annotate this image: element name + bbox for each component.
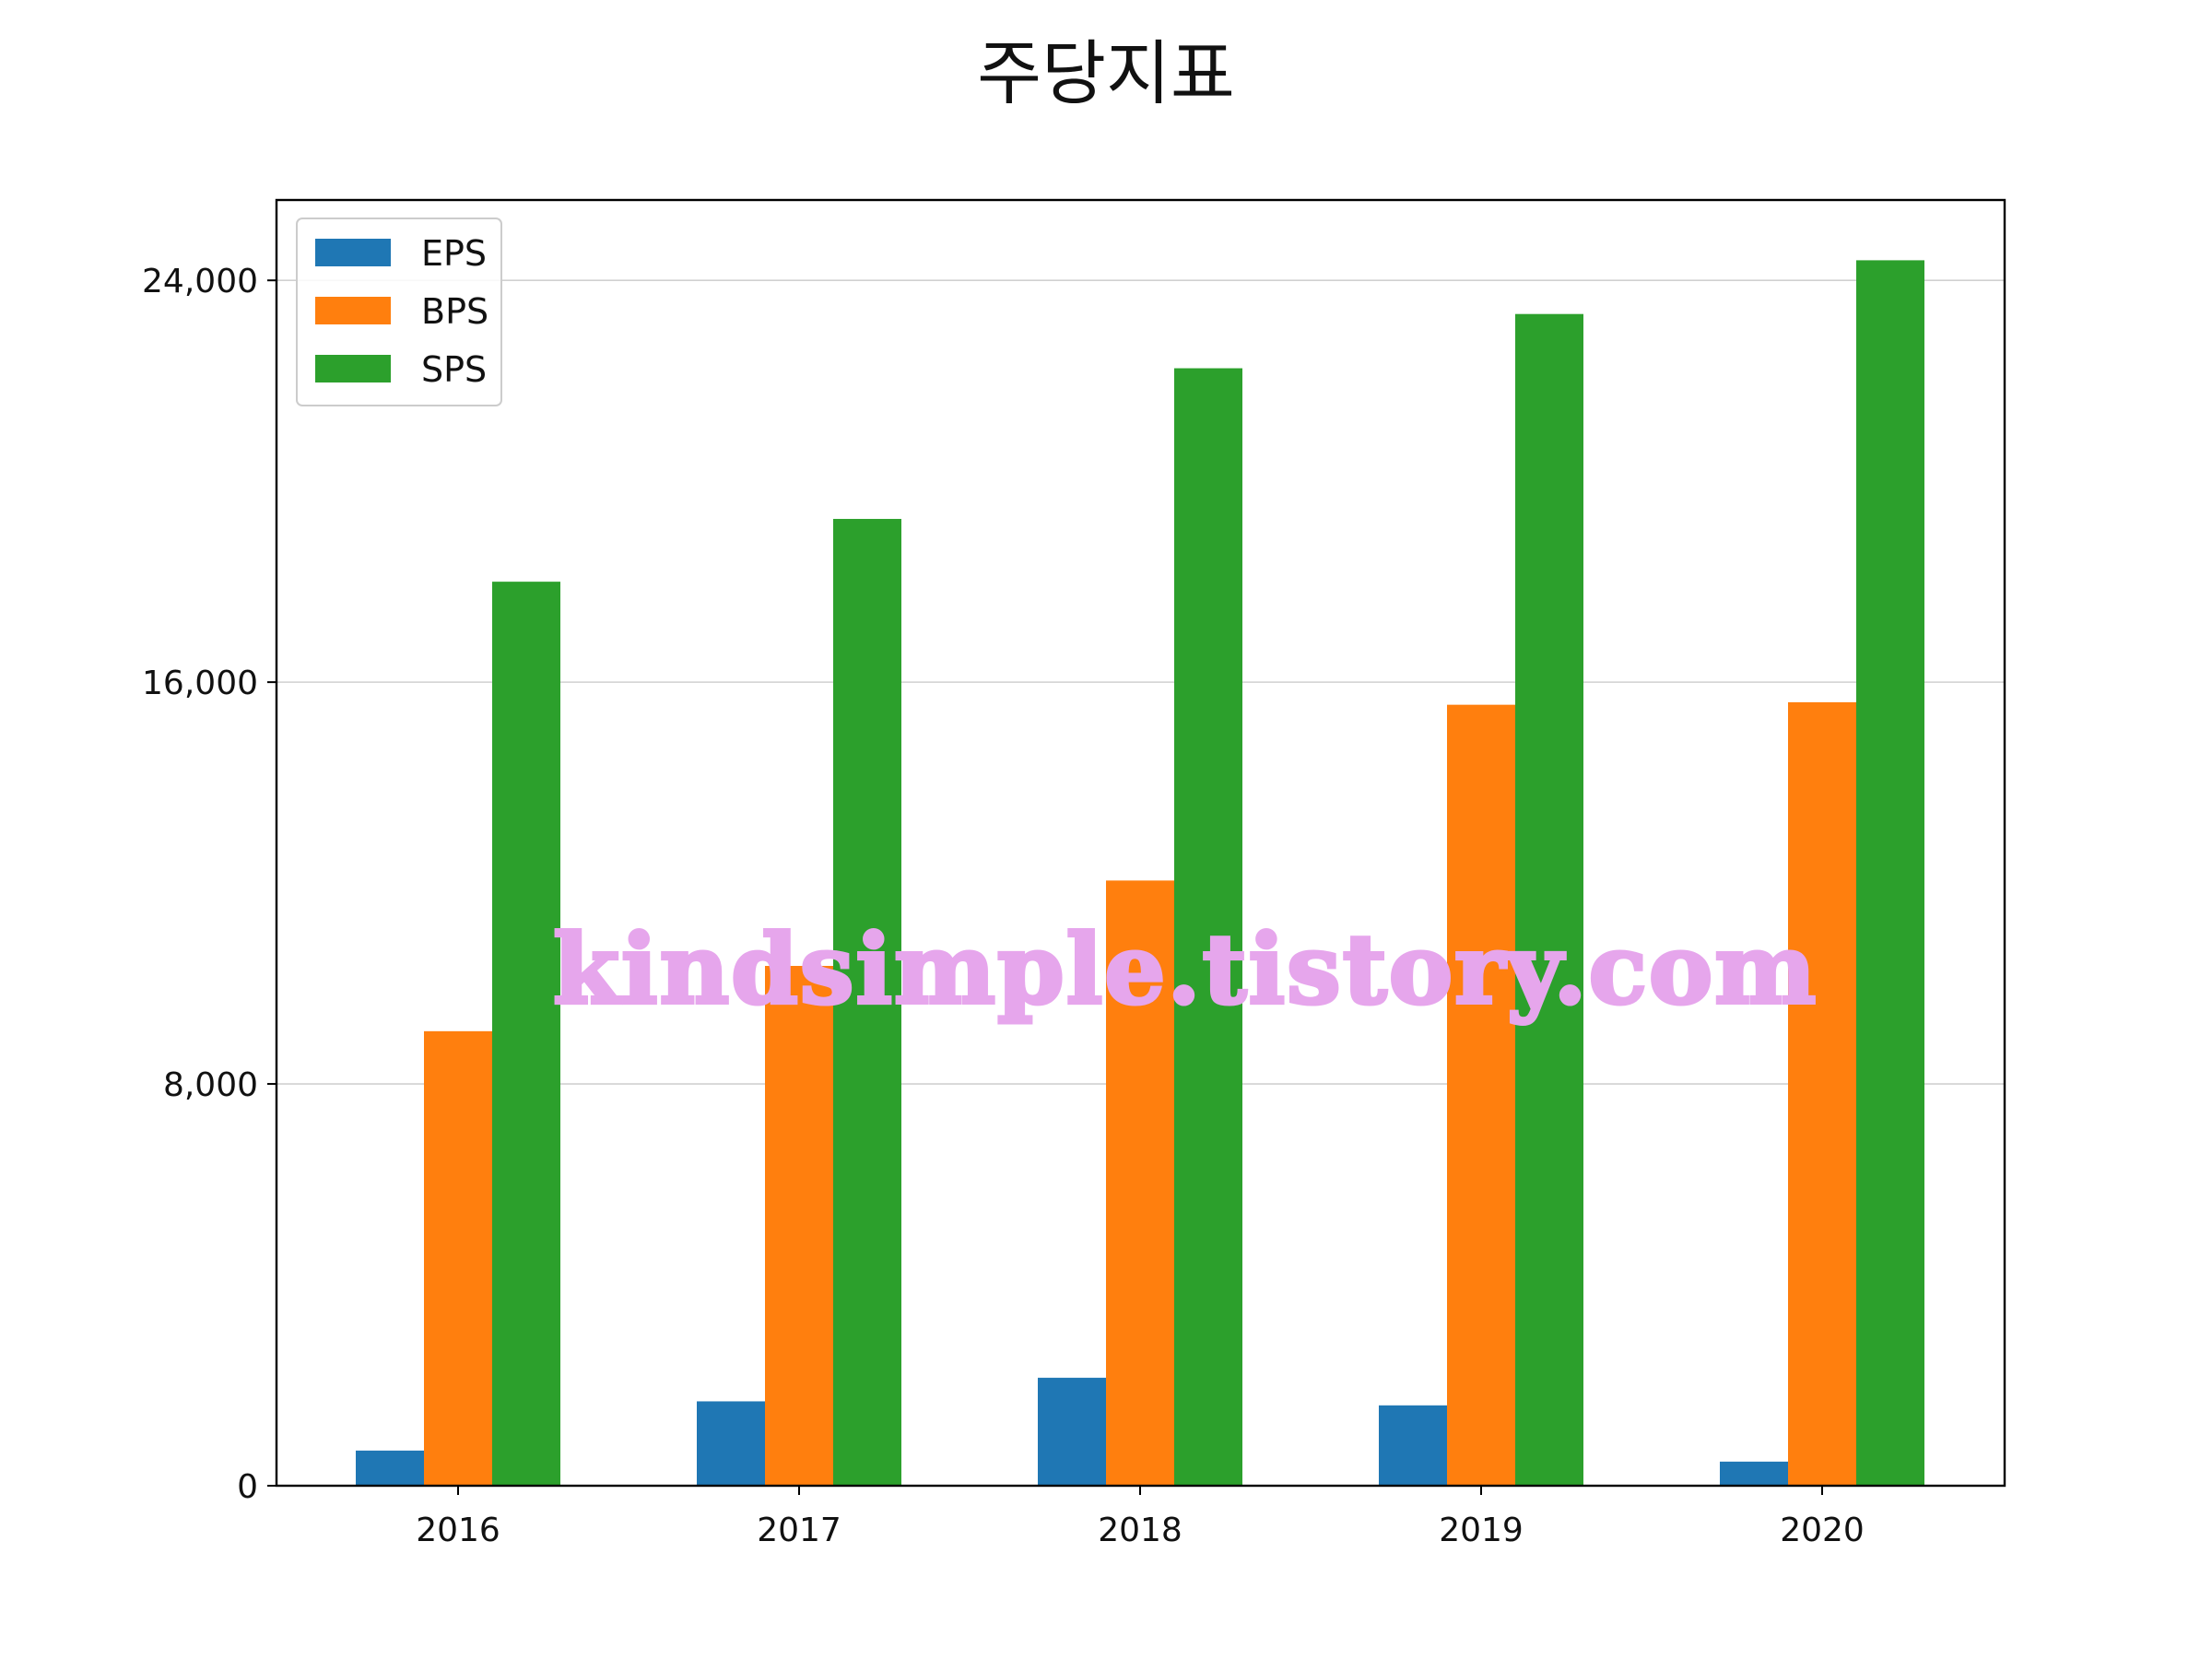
y-tick-label: 8,000 [163,1066,258,1104]
y-tick-label: 24,000 [142,263,258,300]
x-tick-label-2016: 2016 [416,1512,500,1549]
bar-sps-2018 [1174,368,1242,1486]
bar-bps-2018 [1106,880,1174,1486]
x-tick-label-2017: 2017 [757,1512,841,1549]
y-tick-label: 16,000 [142,665,258,702]
bar-bps-2016 [424,1030,492,1486]
bar-eps-2020 [1720,1461,1788,1486]
x-tick-label-2019: 2019 [1439,1512,1524,1549]
legend-label-eps: EPS [421,233,487,274]
chart-title: 주당지표 [977,32,1235,114]
bar-eps-2016 [356,1450,424,1486]
legend-label-sps: SPS [421,349,487,390]
bar-sps-2017 [833,519,901,1486]
bar-bps-2019 [1447,704,1515,1486]
y-tick-label: 0 [237,1468,258,1506]
bar-sps-2016 [492,582,560,1486]
bar-eps-2017 [697,1401,765,1486]
legend-swatch-sps [315,355,391,382]
bar-eps-2019 [1379,1405,1447,1486]
bar-eps-2018 [1038,1377,1106,1486]
bar-bps-2017 [765,966,833,1486]
legend-swatch-bps [315,297,391,324]
watermark-text: kindsimple.tistory.com [551,911,1818,1028]
plot-frame [275,198,2006,1488]
bar-sps-2020 [1856,260,1924,1486]
legend-swatch-eps [315,239,391,266]
bar-bps-2020 [1788,701,1856,1486]
x-tick-label-2018: 2018 [1098,1512,1182,1549]
legend-label-bps: BPS [421,291,488,332]
x-tick-label-2020: 2020 [1780,1512,1865,1549]
bar-sps-2019 [1515,313,1583,1486]
